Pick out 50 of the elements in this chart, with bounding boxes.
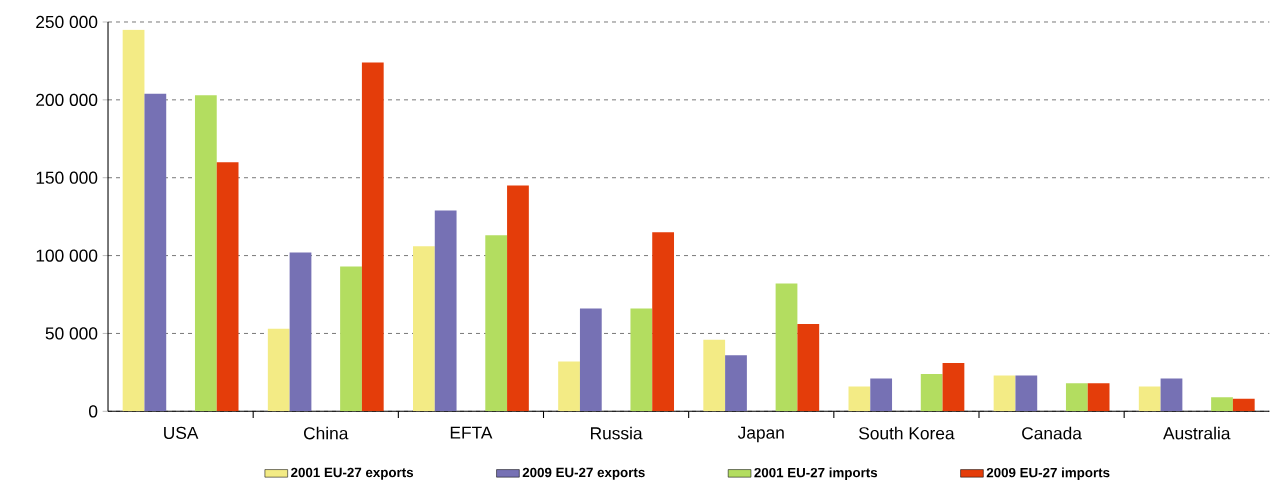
bar bbox=[775, 283, 798, 412]
y-tick-label: 250 000 bbox=[36, 15, 98, 29]
y-tick-label: 200 000 bbox=[36, 93, 98, 106]
bar bbox=[652, 232, 675, 412]
bar bbox=[703, 339, 726, 412]
bar bbox=[1015, 375, 1038, 412]
y-tick-label: 0 bbox=[89, 405, 98, 418]
bar bbox=[1138, 386, 1161, 412]
bar bbox=[1160, 378, 1183, 412]
legend-label: 2001 EU-27 imports bbox=[754, 467, 878, 480]
bar bbox=[194, 95, 217, 412]
bar bbox=[216, 162, 239, 412]
bar bbox=[1232, 398, 1255, 412]
x-tick-label: Canada bbox=[1022, 426, 1082, 440]
bar bbox=[361, 62, 384, 412]
bar bbox=[1087, 383, 1110, 412]
bar bbox=[630, 308, 653, 412]
legend-label: 2009 EU-27 exports bbox=[522, 467, 645, 480]
x-tick-label: EFTA bbox=[450, 426, 493, 439]
y-tick-label: 150 000 bbox=[36, 171, 98, 184]
x-tick-label: USA bbox=[164, 426, 199, 439]
bar bbox=[920, 373, 943, 412]
legend-label: 2009 EU-27 imports bbox=[986, 467, 1110, 480]
legend-label: 2001 EU-27 exports bbox=[291, 467, 414, 480]
bar bbox=[485, 235, 508, 412]
bar bbox=[144, 93, 167, 412]
x-tick-label: South Korea bbox=[859, 426, 955, 440]
y-tick-label: 100 000 bbox=[36, 249, 98, 262]
bar bbox=[267, 328, 290, 412]
bar bbox=[1065, 383, 1088, 412]
bar bbox=[725, 355, 747, 412]
bar bbox=[1211, 397, 1233, 412]
y-tick-label: 50 000 bbox=[45, 327, 98, 340]
bar bbox=[579, 308, 602, 412]
x-tick-label: Japan bbox=[737, 426, 784, 443]
bar bbox=[848, 386, 871, 412]
bar bbox=[870, 378, 893, 412]
bar bbox=[289, 252, 312, 412]
bar bbox=[942, 363, 965, 412]
bar bbox=[122, 29, 145, 412]
x-tick-label: Russia bbox=[591, 426, 643, 440]
x-tick-label: China bbox=[303, 426, 349, 440]
bar bbox=[413, 246, 435, 412]
x-tick-label: Australia bbox=[1163, 426, 1231, 440]
bar bbox=[993, 375, 1016, 412]
bar bbox=[558, 361, 580, 412]
bar bbox=[340, 266, 362, 412]
bar bbox=[434, 210, 457, 412]
bar bbox=[797, 324, 820, 412]
bar bbox=[507, 185, 529, 412]
